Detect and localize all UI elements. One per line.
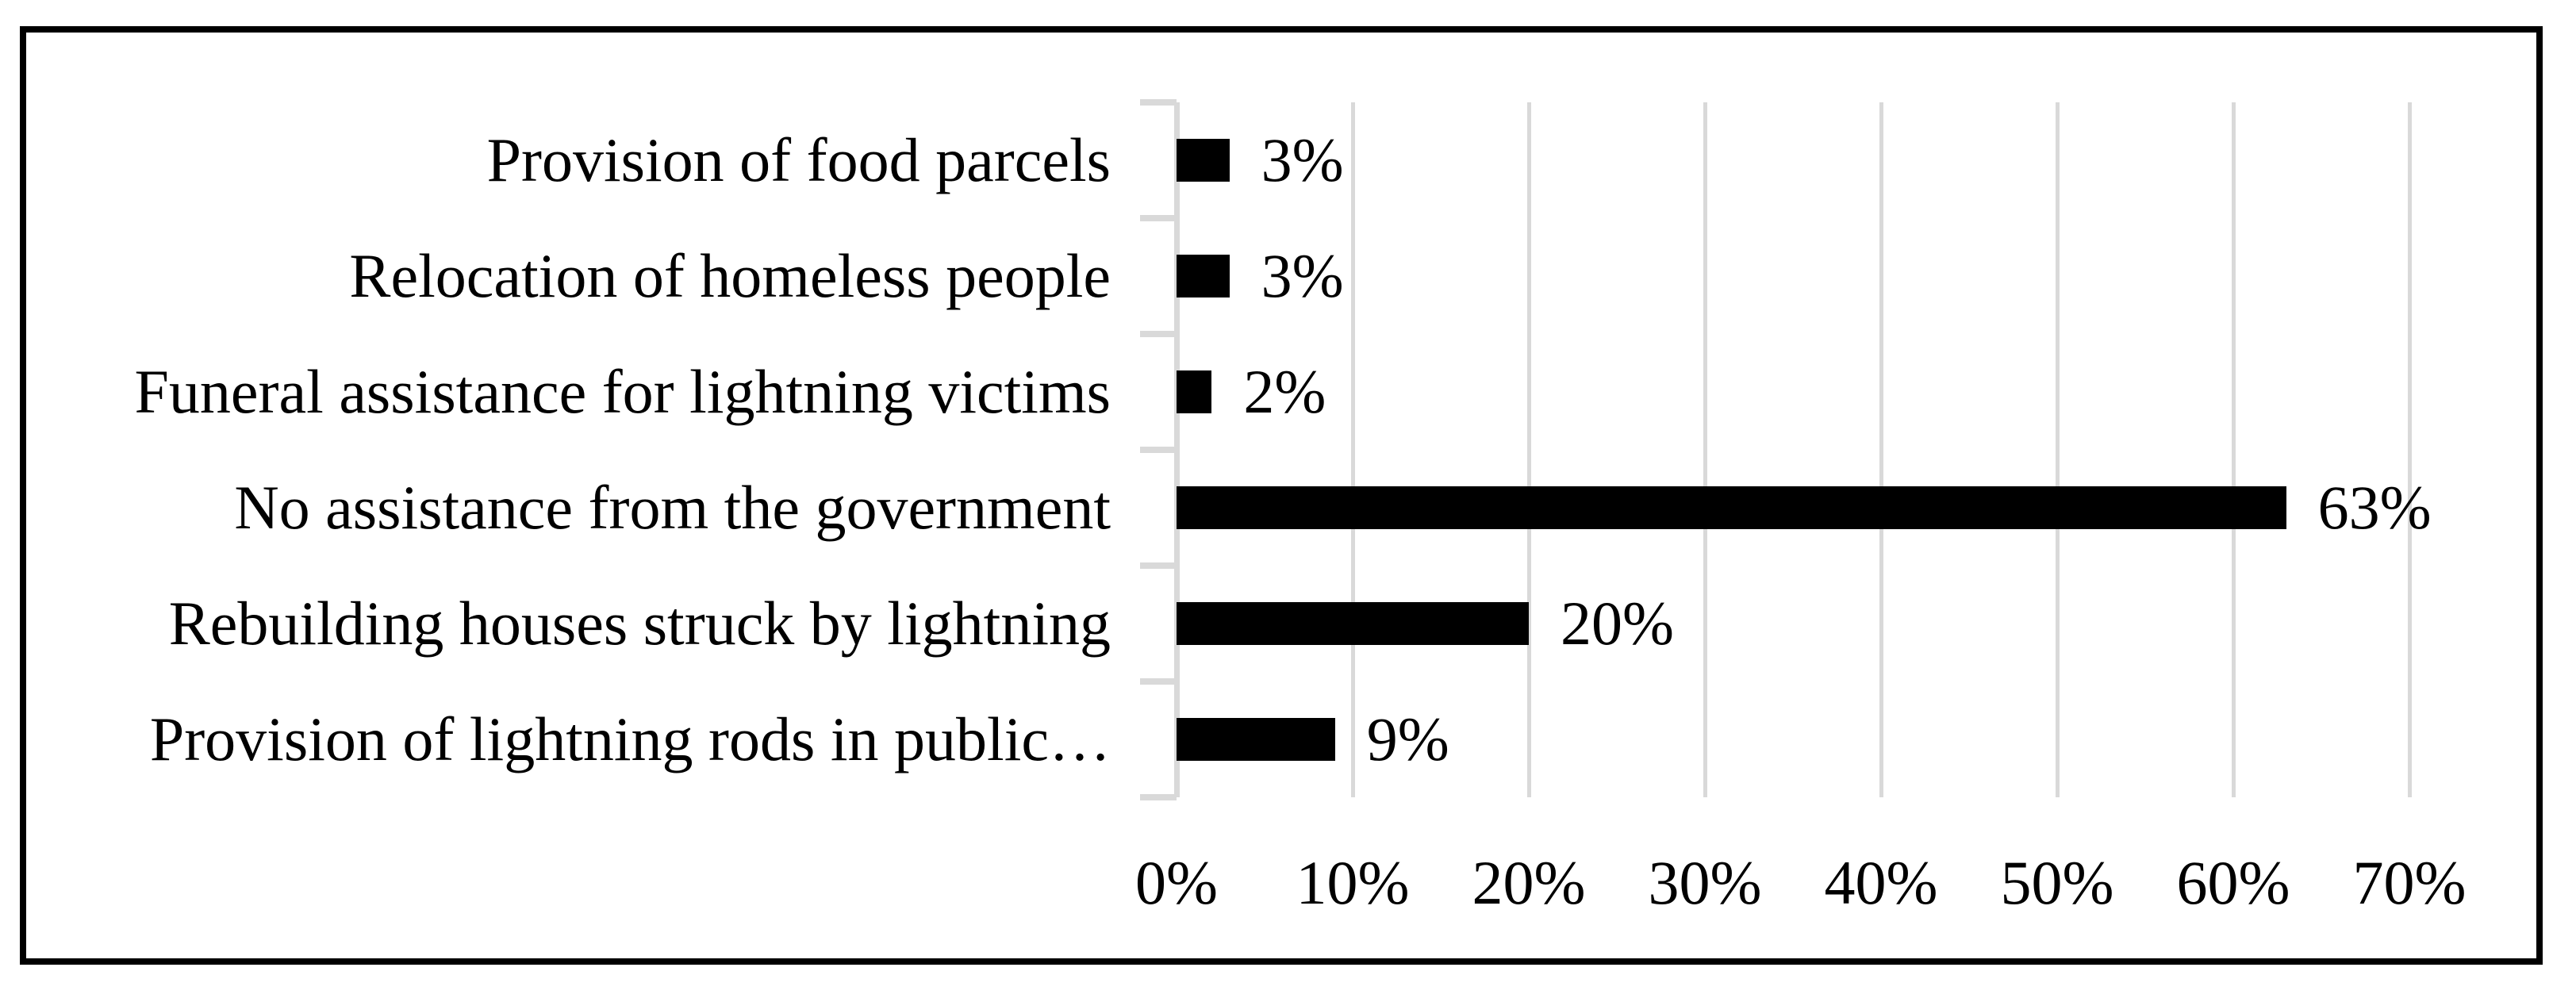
axis-tick [1140,331,1177,337]
bar [1177,255,1230,297]
bar-value-label: 3% [1261,241,1344,310]
bar [1177,718,1335,761]
gridline [1527,102,1531,797]
category-label: Relocation of homeless people [349,241,1111,310]
axis-tick [1140,447,1177,453]
plot-area: 3% 3% 2% 63% 20% 9% [1140,99,2432,800]
x-axis-tick-label: 60% [2176,848,2290,917]
axis-tick [1140,678,1177,685]
bar [1177,602,1529,645]
bar-value-label: 20% [1561,589,1674,658]
bar-row: 20% [1177,566,2409,681]
gridline [2232,102,2236,797]
bar-row: 9% [1177,681,2409,797]
gridline [1351,102,1355,797]
y-axis-line [1174,102,1180,797]
x-axis-tick-label: 10% [1296,848,1410,917]
axis-tick [1140,562,1177,569]
chart-frame: 3% 3% 2% 63% 20% 9% Provision of food parcels… [20,26,2543,965]
bar-value-label: 3% [1261,125,1344,194]
axis-tick [1140,794,1177,800]
x-axis-tick-label: 20% [1472,848,1586,917]
bar [1177,370,1212,413]
axis-tick [1140,99,1177,106]
x-axis-labels-container: 0% 10% 20% 30% 40% 50% 60% 70% [1135,845,2466,921]
bar-value-label: 63% [2317,473,2432,542]
axis-tick [1140,215,1177,221]
bar-row: 2% [1177,334,2409,450]
x-axis-tick-label: 30% [1648,848,1762,917]
x-axis-tick-label: 0% [1135,848,1218,917]
category-label: Provision of lightning rods in public… [149,704,1111,773]
bar [1177,139,1230,182]
category-label: No assistance from the government [234,473,1111,542]
category-labels-container: Provision of food parcels Relocation of h… [36,102,1111,797]
category-label: Funeral assistance for lightning victims [134,357,1111,426]
bar-row: 63% [1177,450,2432,566]
category-label: Provision of food parcels [486,125,1111,194]
bar-value-label: 2% [1243,357,1326,426]
category-label: Rebuilding houses struck by lightning [168,589,1111,658]
bar-value-label: 9% [1366,704,1449,773]
x-axis-tick-label: 70% [2352,848,2467,917]
gridline [1879,102,1883,797]
x-axis-tick-label: 50% [2000,848,2114,917]
bar-row: 3% [1177,218,2409,334]
gridline [1703,102,1707,797]
gridline [2056,102,2060,797]
x-axis-tick-label: 40% [1824,848,1938,917]
bar-row: 3% [1177,102,2409,218]
bar [1177,486,2286,529]
gridline [2408,102,2412,797]
